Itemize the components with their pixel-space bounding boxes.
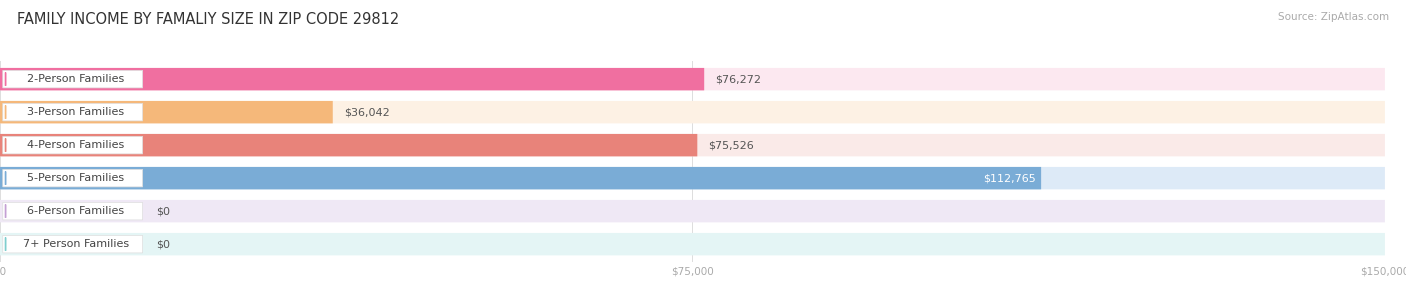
FancyBboxPatch shape [0, 233, 1385, 255]
Text: $0: $0 [156, 206, 170, 216]
Text: $75,526: $75,526 [709, 140, 754, 150]
FancyBboxPatch shape [0, 134, 1385, 156]
FancyBboxPatch shape [3, 203, 142, 220]
Text: 3-Person Families: 3-Person Families [27, 107, 124, 117]
FancyBboxPatch shape [0, 101, 1385, 123]
FancyBboxPatch shape [0, 167, 1040, 189]
FancyBboxPatch shape [3, 235, 142, 253]
Text: Source: ZipAtlas.com: Source: ZipAtlas.com [1278, 12, 1389, 22]
FancyBboxPatch shape [0, 68, 704, 90]
FancyBboxPatch shape [0, 167, 1385, 189]
Text: $0: $0 [156, 239, 170, 249]
FancyBboxPatch shape [0, 101, 333, 123]
Text: FAMILY INCOME BY FAMALIY SIZE IN ZIP CODE 29812: FAMILY INCOME BY FAMALIY SIZE IN ZIP COD… [17, 12, 399, 27]
Text: 5-Person Families: 5-Person Families [27, 173, 124, 183]
FancyBboxPatch shape [0, 134, 697, 156]
FancyBboxPatch shape [3, 70, 142, 88]
FancyBboxPatch shape [3, 103, 142, 121]
Text: 4-Person Families: 4-Person Families [27, 140, 124, 150]
Text: 7+ Person Families: 7+ Person Families [22, 239, 129, 249]
Text: 6-Person Families: 6-Person Families [27, 206, 124, 216]
Text: $36,042: $36,042 [344, 107, 389, 117]
Text: $112,765: $112,765 [983, 173, 1036, 183]
Text: $76,272: $76,272 [716, 74, 761, 84]
FancyBboxPatch shape [0, 200, 1385, 222]
FancyBboxPatch shape [3, 136, 142, 154]
FancyBboxPatch shape [0, 68, 1385, 90]
Text: 2-Person Families: 2-Person Families [27, 74, 124, 84]
FancyBboxPatch shape [3, 169, 142, 187]
